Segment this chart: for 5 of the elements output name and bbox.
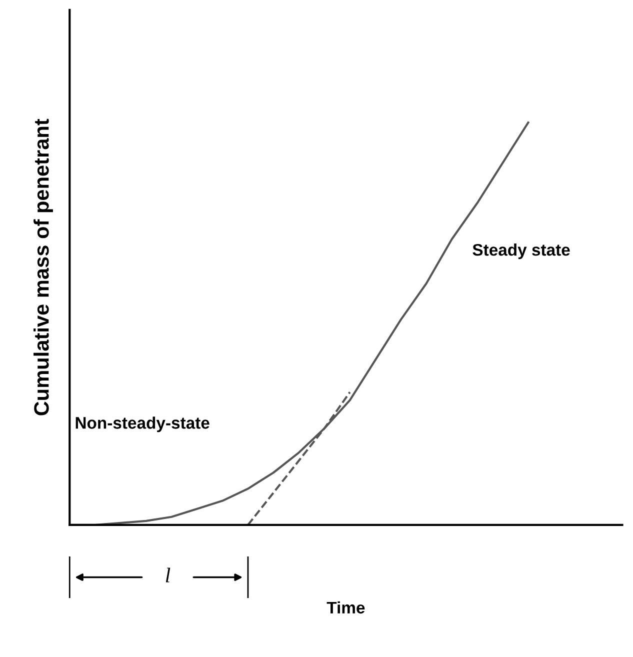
annotation: Steady state: [472, 244, 570, 260]
y-axis-title: Cumulative mass of penetrant: [34, 118, 53, 416]
x-axis-title: Time: [326, 601, 365, 614]
annotation: Non-steady-state: [76, 416, 210, 432]
text: l: [166, 568, 170, 582]
